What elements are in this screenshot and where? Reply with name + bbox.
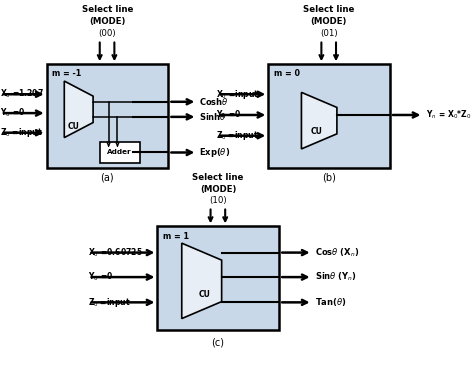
Text: (01): (01) bbox=[320, 29, 338, 38]
Text: Cos$\theta$ (X$_n$): Cos$\theta$ (X$_n$) bbox=[315, 246, 359, 259]
Text: CU: CU bbox=[311, 127, 323, 136]
Text: (b): (b) bbox=[322, 172, 336, 182]
Text: Select line: Select line bbox=[82, 5, 133, 14]
Text: Z$_0$ =input: Z$_0$ =input bbox=[88, 296, 130, 309]
Text: Sin$\theta$ (Y$_n$): Sin$\theta$ (Y$_n$) bbox=[315, 271, 357, 284]
Text: X$_0$ =1.207: X$_0$ =1.207 bbox=[0, 88, 44, 101]
Bar bbox=[268, 64, 390, 168]
Text: (00): (00) bbox=[99, 29, 116, 38]
Bar bbox=[46, 64, 168, 168]
Text: Y$_n$ = X$_0$*Z$_0$: Y$_n$ = X$_0$*Z$_0$ bbox=[426, 109, 471, 121]
Text: X$_0$ =input: X$_0$ =input bbox=[216, 88, 259, 101]
Text: Sinh$\theta$: Sinh$\theta$ bbox=[200, 111, 227, 123]
Text: Y$_0$ =0: Y$_0$ =0 bbox=[216, 109, 242, 121]
Text: Cosh$\theta$: Cosh$\theta$ bbox=[200, 96, 229, 107]
Polygon shape bbox=[301, 92, 337, 149]
Text: CU: CU bbox=[67, 122, 79, 131]
Text: m = 0: m = 0 bbox=[274, 69, 300, 78]
Text: (MODE): (MODE) bbox=[311, 17, 347, 26]
Polygon shape bbox=[64, 81, 93, 138]
Text: Z$_0$ =input: Z$_0$ =input bbox=[0, 126, 43, 139]
Text: Z$_0$ =input: Z$_0$ =input bbox=[216, 129, 259, 142]
Text: (c): (c) bbox=[211, 337, 225, 347]
Text: Tan($\theta$): Tan($\theta$) bbox=[315, 296, 346, 308]
Text: CU: CU bbox=[199, 290, 211, 299]
Text: m = 1: m = 1 bbox=[163, 232, 189, 241]
Text: Y$_0$ =0: Y$_0$ =0 bbox=[88, 271, 113, 284]
Bar bbox=[100, 142, 140, 163]
Text: (MODE): (MODE) bbox=[200, 185, 236, 194]
Text: Y$_0$ =0: Y$_0$ =0 bbox=[0, 107, 25, 120]
Text: Select line: Select line bbox=[192, 173, 244, 182]
Text: Select line: Select line bbox=[303, 5, 355, 14]
Text: Exp($\theta$): Exp($\theta$) bbox=[200, 146, 231, 159]
Polygon shape bbox=[182, 243, 222, 319]
Bar bbox=[157, 226, 279, 330]
Text: Adder: Adder bbox=[108, 150, 132, 155]
Text: (MODE): (MODE) bbox=[89, 17, 126, 26]
Text: (a): (a) bbox=[100, 172, 114, 182]
Text: (10): (10) bbox=[210, 196, 227, 205]
Text: X$_0$ =0.60725: X$_0$ =0.60725 bbox=[88, 246, 143, 259]
Text: m = -1: m = -1 bbox=[52, 69, 82, 78]
